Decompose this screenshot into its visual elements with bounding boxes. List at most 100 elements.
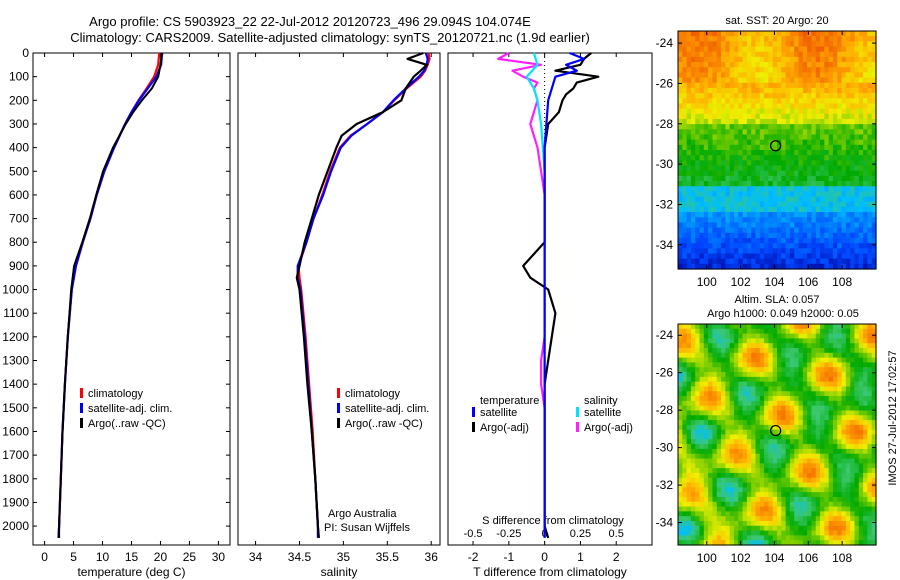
map-cell: [686, 222, 692, 229]
map-cell: [733, 352, 739, 359]
map-cell: [828, 108, 834, 115]
map-cell: [738, 227, 744, 234]
y-tick-label: -26: [656, 366, 674, 380]
map-cell: [824, 258, 830, 265]
map-cell: [832, 165, 838, 172]
map-cell: [824, 93, 830, 99]
map-cell: [794, 253, 800, 260]
map-cell: [837, 31, 843, 37]
map-cell: [733, 155, 739, 161]
map-cell: [678, 530, 683, 536]
map-cell: [712, 103, 718, 110]
map-cell: [867, 333, 873, 340]
map-cell: [794, 410, 800, 416]
map-cell: [682, 248, 688, 255]
map-cell: [850, 348, 856, 354]
map-cell: [682, 458, 688, 464]
map-cell: [854, 212, 860, 218]
map-cell: [759, 343, 765, 349]
map-cell: [725, 333, 731, 340]
map-cell: [733, 357, 739, 364]
map-cell: [845, 405, 851, 412]
map-cell: [815, 41, 821, 48]
map-cell: [746, 367, 752, 373]
legend-swatch-blue: [80, 403, 83, 413]
map-cell: [854, 82, 860, 89]
map-cell: [725, 376, 731, 383]
map-cell: [712, 139, 718, 146]
map-cell: [708, 362, 714, 368]
legend-label: climatology: [345, 388, 401, 400]
map-cell: [678, 367, 683, 373]
map-cell: [768, 108, 774, 115]
map-cell: [729, 129, 735, 136]
map-cell: [733, 67, 739, 73]
map-cell: [863, 492, 868, 498]
map-cell: [699, 36, 705, 42]
map-cell: [845, 506, 851, 512]
map-cell: [858, 248, 864, 255]
map-cell: [729, 46, 735, 53]
map-cell: [678, 405, 683, 412]
map-cell: [841, 253, 847, 260]
map-cell: [841, 98, 847, 105]
map-cell: [824, 487, 830, 493]
map-cell: [678, 357, 683, 364]
map-cell: [828, 227, 834, 234]
map-cell: [768, 186, 774, 192]
map-cell: [725, 535, 731, 541]
map-cell: [721, 206, 726, 213]
map-cell: [690, 391, 696, 397]
map-cell: [703, 258, 709, 265]
map-cell: [764, 492, 769, 498]
map-cell: [777, 217, 782, 224]
map-cell: [858, 165, 864, 172]
map-cell: [828, 155, 834, 161]
map-cell: [695, 487, 701, 493]
map-cell: [751, 434, 757, 440]
map-cell: [863, 482, 868, 488]
map-cell: [742, 93, 748, 99]
map-cell: [746, 222, 752, 229]
map-cell: [682, 191, 688, 198]
map-cell: [854, 391, 860, 397]
map-cell: [686, 424, 692, 431]
map-cell: [686, 113, 692, 120]
map-cell: [738, 196, 744, 203]
map-cell: [699, 103, 705, 110]
series-line-black: [295, 51, 428, 538]
map-cell: [807, 232, 813, 239]
map-cell: [798, 506, 804, 512]
map-cell: [746, 232, 752, 239]
map-cell: [742, 520, 748, 527]
x-tick-label: 106: [798, 551, 818, 565]
map-cell: [751, 56, 757, 63]
map-cell: [802, 376, 808, 383]
map-cell: [781, 501, 787, 508]
map-cell: [807, 113, 813, 120]
map-cell: [764, 472, 769, 479]
map-cell: [716, 263, 722, 270]
map-cell: [854, 72, 860, 79]
map-cell: [759, 36, 765, 42]
map-cell: [785, 36, 791, 42]
map-cell: [845, 237, 851, 244]
map-cell: [759, 448, 765, 455]
map-cell: [824, 444, 830, 450]
map-cell: [751, 338, 757, 344]
map-cell: [699, 501, 705, 508]
map-cell: [845, 243, 851, 249]
map-cell: [871, 82, 877, 89]
map-cell: [837, 170, 843, 177]
map-cell: [738, 186, 744, 192]
map-cell: [682, 118, 688, 125]
map-cell: [742, 362, 748, 368]
map-cell: [742, 357, 748, 364]
map-cell: [832, 535, 838, 541]
map-cell: [845, 108, 851, 115]
map-cell: [729, 170, 735, 177]
map-cell: [867, 237, 873, 244]
map-cell: [764, 170, 769, 177]
map-cell: [802, 396, 808, 402]
map-cell: [845, 72, 851, 79]
